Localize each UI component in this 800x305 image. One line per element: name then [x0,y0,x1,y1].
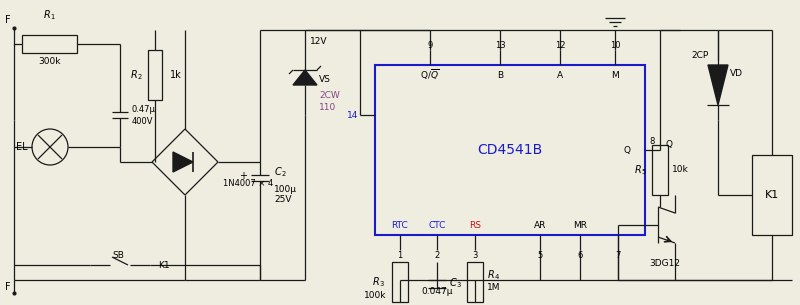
Text: 0.047µ: 0.047µ [422,288,453,296]
Text: RS: RS [469,221,481,229]
Text: CD4541B: CD4541B [478,143,542,157]
Text: VS: VS [319,76,331,84]
Bar [467,262,483,302]
Text: $R_{\,3}$: $R_{\,3}$ [372,275,386,289]
Text: K1: K1 [158,260,170,270]
Polygon shape [708,65,728,105]
Text: VD: VD [730,69,743,77]
Text: 1: 1 [398,250,402,260]
Text: 1N4007 × 4: 1N4007 × 4 [223,180,274,188]
Text: $R_{\,5}$: $R_{\,5}$ [634,163,648,177]
Text: 1M: 1M [487,284,501,292]
Text: 14: 14 [346,110,358,120]
Text: 8: 8 [650,138,654,146]
Text: 2CP: 2CP [691,51,709,59]
Text: 10k: 10k [672,166,689,174]
Text: EL: EL [16,142,28,152]
Text: $C_{\,3}$: $C_{\,3}$ [449,276,462,290]
Text: 5: 5 [538,250,542,260]
Text: 300k: 300k [38,58,62,66]
Text: 2: 2 [434,250,440,260]
Text: A: A [557,70,563,80]
Text: AR: AR [534,221,546,229]
Bar [375,65,645,235]
Text: 7: 7 [615,250,621,260]
Text: 12: 12 [554,41,566,49]
Text: 25V: 25V [274,196,291,204]
Text: Q: Q [623,145,630,155]
Text: 2CW: 2CW [319,91,340,99]
Text: 400V: 400V [132,117,154,127]
Text: 3: 3 [472,250,478,260]
Text: 110: 110 [319,102,336,112]
Text: +: + [239,171,247,181]
Text: RTC: RTC [392,221,408,229]
Text: F: F [5,15,10,25]
Text: $C_{\,2}$: $C_{\,2}$ [274,165,287,179]
Bar [392,262,408,302]
Text: 100µ: 100µ [274,185,297,195]
Text: 10: 10 [610,41,620,49]
Bar [22,35,77,53]
Text: $R_{\,1}$: $R_{\,1}$ [43,8,57,22]
Text: $R_{\,4}$: $R_{\,4}$ [487,268,501,282]
Bar [652,145,668,195]
Text: F: F [5,282,10,292]
Text: M: M [611,70,619,80]
Text: 6: 6 [578,250,582,260]
Text: 9: 9 [427,41,433,49]
Text: 0.47µ: 0.47µ [132,106,156,114]
Text: B: B [497,70,503,80]
Polygon shape [293,70,317,85]
Text: 12V: 12V [310,38,327,46]
Text: Q: Q [665,139,672,149]
Bar [148,50,162,100]
Text: MR: MR [573,221,587,229]
Text: K1: K1 [765,190,779,200]
Text: CTC: CTC [428,221,446,229]
Polygon shape [173,152,193,172]
Text: SB: SB [112,250,124,260]
Text: 100k: 100k [363,292,386,300]
Text: 3DG12: 3DG12 [650,259,681,267]
Text: 1k: 1k [170,70,182,80]
Bar [752,155,792,235]
Text: Q/$\overline{Q}$: Q/$\overline{Q}$ [420,67,440,82]
Text: $R_{\,2}$: $R_{\,2}$ [130,68,143,82]
Text: 13: 13 [494,41,506,49]
